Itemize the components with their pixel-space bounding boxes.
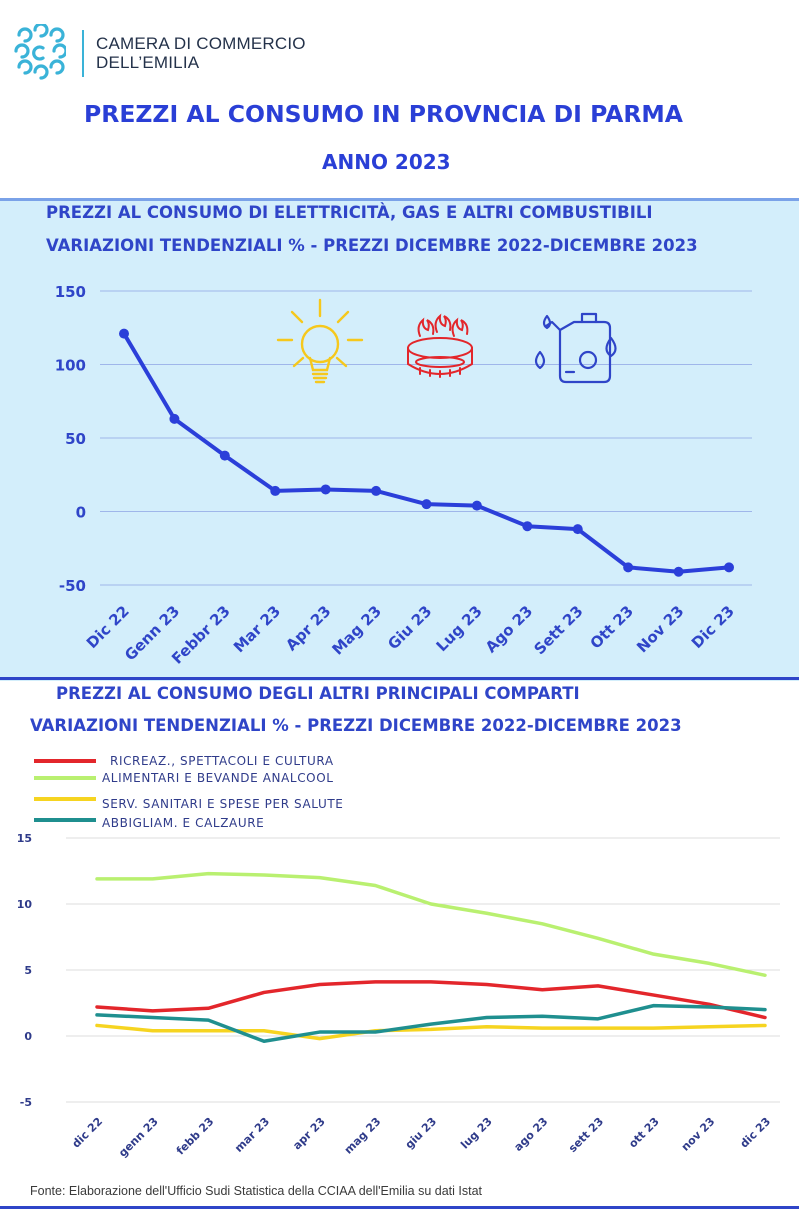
x-tick-label: sett 23 (566, 1115, 606, 1155)
comparti-chart-subtitle: VARIAZIONI TENDENZIALI % - PREZZI DICEMB… (30, 716, 682, 735)
data-point (371, 485, 382, 496)
series-line-alimentari (95, 871, 767, 978)
legend-label-ricreaz: RICREAZ., SPETTACOLI E CULTURA (110, 754, 334, 768)
logo-divider (82, 30, 84, 77)
data-point (320, 484, 331, 495)
y-tick-label: 0 (76, 504, 86, 522)
x-tick-label: febb 23 (174, 1115, 217, 1158)
fuel-canister-icon (534, 312, 617, 384)
x-tick-label: Ago 23 (482, 602, 536, 656)
x-tick-label: Dic 22 (83, 602, 133, 652)
x-tick-label: dic 22 (70, 1115, 106, 1151)
x-tick-label: Nov 23 (633, 602, 687, 656)
data-point (421, 499, 432, 510)
x-tick-label: giu 23 (403, 1115, 440, 1152)
x-tick-label: Sett 23 (530, 602, 586, 658)
x-tick-label: Apr 23 (282, 602, 334, 654)
x-tick-label: apr 23 (290, 1115, 327, 1152)
x-tick-label: lug 23 (458, 1115, 495, 1152)
y-tick-label: 50 (65, 430, 86, 448)
x-tick-label: nov 23 (679, 1115, 718, 1154)
data-point (471, 500, 482, 511)
page-title: PREZZI AL CONSUMO IN PROVNCIA DI PARMA (84, 100, 683, 128)
comparti-chart-title: PREZZI AL CONSUMO DEGLI ALTRI PRINCIPALI… (56, 684, 580, 703)
org-name-line2: DELL’EMILIA (96, 53, 200, 72)
y-tick-label: 150 (55, 283, 86, 301)
legend-label-sanitari: SERV. SANITARI E SPESE PER SALUTE (102, 797, 344, 811)
x-tick-label: Mag 23 (328, 602, 384, 658)
data-point (119, 328, 129, 339)
y-tick-label: -5 (20, 1096, 32, 1109)
energy-chart-title: PREZZI AL CONSUMO DI ELETTRICITÀ, GAS E … (46, 203, 653, 222)
logo-icon (14, 24, 66, 80)
y-tick-label: 100 (55, 357, 86, 375)
legend-label-alimentari: ALIMENTARI E BEVANDE ANALCOOL (102, 771, 334, 785)
comparti-chart: 15 10 5 0 -5 dic 22 genn 23 febb 23 mar 23 apr 2… (17, 832, 780, 1160)
legend-label-abbigliam: ABBIGLIAM. E CALZAURE (102, 816, 265, 830)
header: CAMERA DI COMMERCIO DELL’EMILIA PREZZI A… (0, 0, 799, 196)
y-tick-label: 5 (24, 964, 32, 977)
energy-chart-subtitle: VARIAZIONI TENDENZIALI % - PREZZI DICEMB… (46, 236, 698, 255)
data-point (522, 521, 533, 532)
x-tick-label: Lug 23 (433, 602, 486, 655)
x-tick-label: genn 23 (116, 1115, 161, 1160)
data-point (673, 566, 684, 577)
x-tick-label: Giu 23 (384, 602, 435, 653)
series-line-sanitari (95, 1023, 767, 1041)
x-tick-label: mag 23 (342, 1115, 384, 1157)
page-subtitle: ANNO 2023 (322, 150, 451, 174)
y-tick-label: 0 (24, 1030, 32, 1043)
y-tick-label: -50 (59, 577, 86, 595)
lightbulb-icon (276, 298, 364, 384)
y-tick-label: 15 (17, 832, 32, 845)
energy-chart-panel (0, 198, 799, 681)
data-point (724, 562, 734, 573)
gas-burner-icon (407, 313, 473, 378)
legend-swatch-ricreaz (34, 759, 96, 763)
x-tick-label: Mar 23 (230, 602, 284, 656)
series-line-abbigliam (95, 1003, 767, 1044)
y-tick-label: 10 (17, 898, 33, 911)
x-tick-label: Ott 23 (587, 602, 637, 652)
x-tick-label: ott 23 (626, 1115, 662, 1151)
data-point (270, 485, 281, 496)
org-name-line1: CAMERA DI COMMERCIO (96, 34, 306, 53)
section-divider (0, 677, 799, 680)
x-tick-label: mar 23 (232, 1115, 272, 1155)
source-note: Fonte: Elaborazione dell'Ufficio Sudi St… (30, 1184, 482, 1198)
data-point (169, 413, 180, 424)
footer-line (0, 1206, 799, 1209)
x-tick-label: ago 23 (512, 1115, 551, 1154)
series-line-energy (122, 331, 731, 574)
x-tick-label: Dic 23 (688, 602, 738, 652)
data-point (623, 562, 634, 573)
x-tick-label: dic 23 (738, 1115, 774, 1151)
legend: RICREAZ., SPETTACOLI E CULTURA ALIMENTAR… (30, 752, 410, 832)
data-point (219, 450, 230, 461)
legend-swatch-sanitari (34, 797, 96, 801)
data-point (572, 524, 583, 535)
series-line-ricreaz (95, 980, 767, 1020)
legend-swatch-abbigliam (34, 818, 96, 822)
legend-swatch-alimentari (34, 776, 96, 780)
